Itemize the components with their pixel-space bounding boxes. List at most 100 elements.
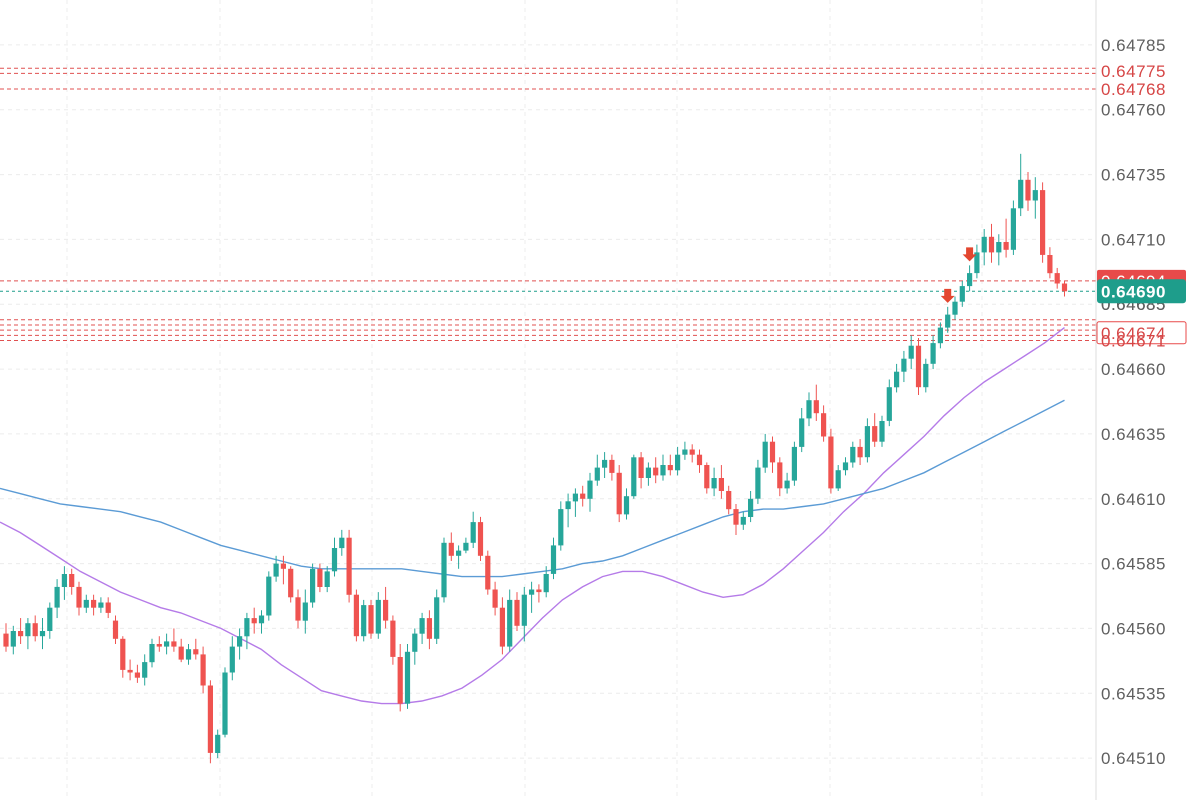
candle-body (806, 400, 812, 419)
candle-body (222, 672, 228, 735)
candle-body (514, 599, 520, 626)
candle (609, 454, 615, 481)
candle-body (10, 631, 16, 647)
candle (280, 555, 286, 585)
candle-body (645, 467, 651, 478)
candle (185, 643, 192, 665)
candle (550, 537, 557, 580)
candle-body (397, 657, 403, 704)
candle-body (682, 449, 688, 455)
candle-body (675, 454, 681, 471)
candle-body (1025, 179, 1031, 201)
candle (470, 511, 476, 549)
candle-body (477, 522, 484, 556)
candle (660, 454, 666, 481)
candle-body (346, 537, 352, 595)
candle (645, 462, 651, 486)
candle-body (295, 597, 301, 621)
candle (967, 265, 973, 292)
candle-body (609, 459, 615, 473)
candle-body (229, 646, 235, 673)
candle (594, 454, 600, 486)
candle (32, 615, 38, 642)
candle (1003, 218, 1009, 258)
candle (69, 568, 75, 595)
candle-body (215, 734, 221, 753)
candle-body (653, 467, 659, 476)
candle (558, 501, 564, 551)
candle (784, 472, 790, 494)
candle-body (857, 446, 863, 458)
candle-body (580, 493, 586, 499)
candle (514, 592, 520, 632)
candle (368, 599, 374, 639)
candle (485, 550, 491, 595)
candle-body (105, 602, 111, 613)
candle (54, 579, 60, 619)
candle-body (280, 563, 286, 569)
candle (171, 628, 177, 652)
candle-body (835, 470, 841, 489)
candle-body (923, 363, 929, 388)
candle-body (967, 273, 973, 287)
candle (295, 589, 301, 629)
candle (733, 503, 739, 536)
level-label: 0.64775 (1101, 62, 1166, 81)
candle-body (156, 644, 162, 647)
price-tick-label: 0.64660 (1101, 360, 1166, 379)
candle (623, 488, 630, 520)
candle (543, 566, 549, 598)
current-price-label: 0.64690 (1101, 282, 1166, 301)
candle (952, 296, 958, 320)
candle-body (83, 599, 89, 608)
candle-body (1032, 190, 1038, 201)
sell-arrow-marker (962, 247, 977, 262)
candle-body (441, 542, 447, 598)
candle (1040, 182, 1046, 263)
candle (879, 415, 885, 447)
candle (602, 452, 608, 479)
candle (1025, 171, 1031, 211)
candle (828, 428, 834, 494)
candle (682, 441, 688, 460)
level-label: 0.64674 (1101, 324, 1166, 343)
candle-body (521, 594, 527, 626)
candle (813, 384, 819, 421)
candle-body (901, 358, 907, 372)
price-tick-label: 0.64635 (1101, 425, 1166, 444)
candle-body (149, 644, 155, 663)
candle-body (864, 426, 870, 458)
candle (704, 462, 710, 494)
candle (529, 581, 535, 613)
candle-body (310, 568, 316, 603)
candle-body (448, 542, 454, 556)
candle (850, 441, 856, 468)
candle-body (288, 568, 294, 598)
candle (748, 490, 754, 523)
candle-body (412, 633, 418, 652)
candle-body (594, 467, 600, 481)
candle-body (499, 607, 505, 647)
candle (383, 586, 389, 629)
candle-body (886, 387, 892, 421)
candle-body (361, 605, 367, 637)
candle-body (463, 542, 469, 551)
candle (901, 350, 907, 383)
candle (572, 488, 578, 517)
price-tick-label: 0.64710 (1101, 230, 1166, 249)
candle (726, 485, 732, 515)
price-axis: 0.647850.647600.647350.647100.646850.646… (1101, 36, 1166, 768)
candle (448, 532, 454, 561)
candle-body (492, 589, 498, 608)
candle (587, 472, 593, 512)
candle (397, 643, 403, 712)
candle-body (813, 400, 819, 414)
candle-body (1040, 190, 1046, 255)
moving-average-line (0, 327, 1065, 705)
candle (222, 667, 228, 738)
candle (207, 680, 213, 764)
candle-body (602, 459, 608, 468)
candle-body (1003, 242, 1009, 250)
